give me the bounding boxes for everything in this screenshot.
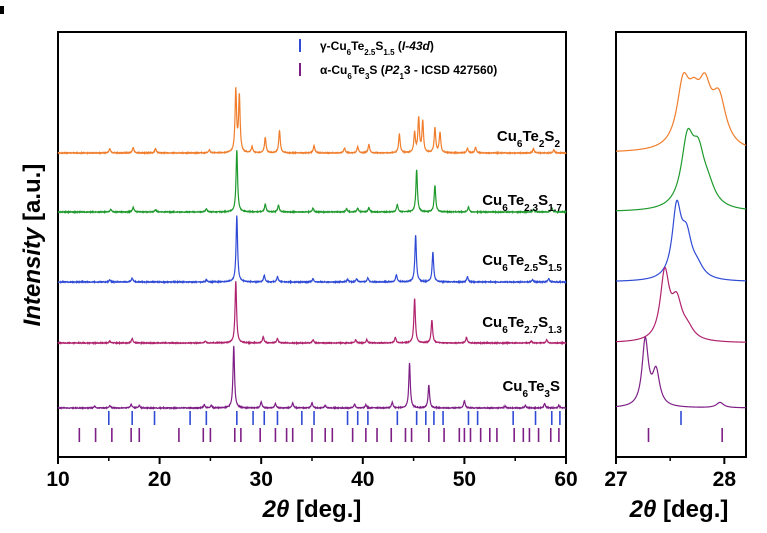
sample-label-5: Cu6Te3S bbox=[502, 378, 560, 400]
zoom-panel: 27 28 bbox=[604, 31, 747, 491]
pattern-line-5 bbox=[57, 345, 567, 411]
legend-entry-2: α-Cu6Te3S (P213 - ICSD 427560) bbox=[320, 63, 497, 81]
sample-label-2: Cu6Te2.3S1.7 bbox=[482, 192, 562, 214]
zoom-x-axis-title: 2θ [deg.] bbox=[629, 496, 729, 523]
x-axis-title: 2θ [deg.] bbox=[262, 496, 362, 523]
pattern-line-2 bbox=[57, 150, 567, 215]
pattern-line-4 bbox=[57, 281, 567, 346]
zoom-x-tick-label-28: 28 bbox=[713, 468, 737, 491]
zoom-pattern-line-5 bbox=[615, 336, 746, 409]
zoom-pattern-line-2 bbox=[615, 127, 747, 212]
y-axis-title: Intensity [a.u.] bbox=[19, 164, 46, 327]
legend: γ-Cu6Te2.5S1.5 (I-43d) α-Cu6Te3S (P213 - … bbox=[299, 39, 497, 81]
x-tick-label-60: 60 bbox=[554, 468, 577, 491]
x-tick-label-50: 50 bbox=[453, 468, 476, 491]
x-tick-label-30: 30 bbox=[250, 468, 273, 491]
sample-label-1: Cu6Te2S2 bbox=[497, 128, 561, 150]
legend-entry-1: γ-Cu6Te2.5S1.5 (I-43d) bbox=[320, 39, 434, 57]
zoom-pattern-line-1 bbox=[615, 72, 747, 152]
axis-titles: 2θ [deg.] 2θ [deg.] Intensity [a.u.] bbox=[19, 164, 728, 523]
zoom-pattern-line-4 bbox=[615, 266, 747, 343]
x-tick-label-20: 20 bbox=[148, 468, 171, 491]
main-panel: Cu6Te2S2 Cu6Te2.3S1.7 Cu6Te2.5S1.5 Cu6Te2.7… bbox=[46, 31, 578, 491]
sample-label-4: Cu6Te2.7S1.3 bbox=[482, 314, 562, 336]
pattern-line-1 bbox=[57, 87, 567, 156]
pattern-line-3 bbox=[57, 215, 567, 285]
zoom-plot-frame bbox=[615, 31, 747, 458]
zoom-x-tick-label-27: 27 bbox=[604, 468, 627, 491]
x-tick-label-10: 10 bbox=[46, 468, 69, 491]
x-tick-label-40: 40 bbox=[351, 468, 374, 491]
sample-label-3: Cu6Te2.5S1.5 bbox=[482, 252, 562, 274]
zoom-pattern-line-3 bbox=[615, 199, 747, 282]
